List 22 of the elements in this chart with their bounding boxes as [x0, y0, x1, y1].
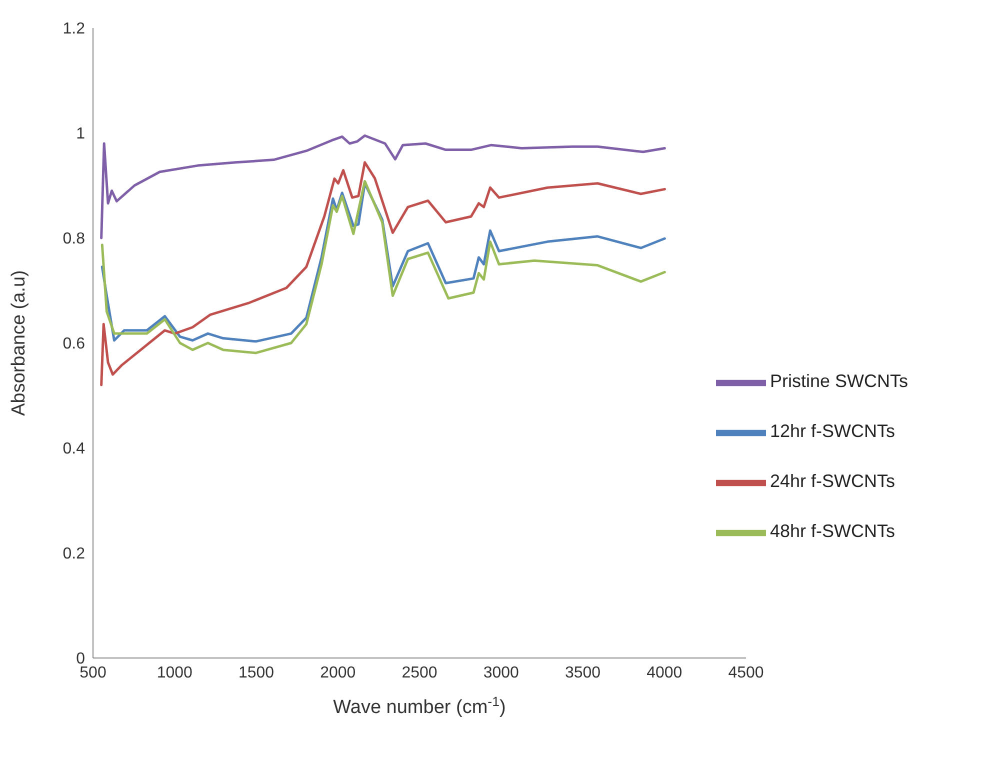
x-tick-label: 2000	[320, 664, 356, 682]
x-tick-label: 1500	[238, 664, 274, 682]
x-tick-label: 2500	[402, 664, 438, 682]
x-tick-label: 3000	[483, 664, 520, 682]
x-axis-title: Wave number (cm$^{-1}$)	[333, 694, 506, 718]
y-axis-title: Absorbance (a.u)	[8, 270, 30, 416]
legend-label: 12hr f-SWCNTs	[770, 421, 895, 442]
y-tick-label: 0.8	[62, 230, 86, 248]
legend-label: 24hr f-SWCNTs	[770, 471, 895, 492]
line-series	[100, 161, 666, 386]
y-tick-label: 0.4	[62, 440, 86, 458]
legend-label: 48hr f-SWCNTs	[770, 521, 895, 542]
y-tick-label: 0.2	[62, 546, 86, 563]
x-tick-label: 3500	[564, 664, 601, 682]
line-series	[100, 134, 666, 240]
y-tick-label: 1	[76, 126, 86, 143]
x-tick-label: 1000	[156, 664, 193, 682]
legend-label: Pristine SWCNTs	[770, 371, 908, 392]
x-tick-label: 4000	[646, 664, 682, 682]
y-tick-label: 1.2	[62, 20, 86, 38]
x-tick-label: 4500	[728, 664, 764, 682]
y-tick-label: 0.6	[62, 336, 86, 353]
